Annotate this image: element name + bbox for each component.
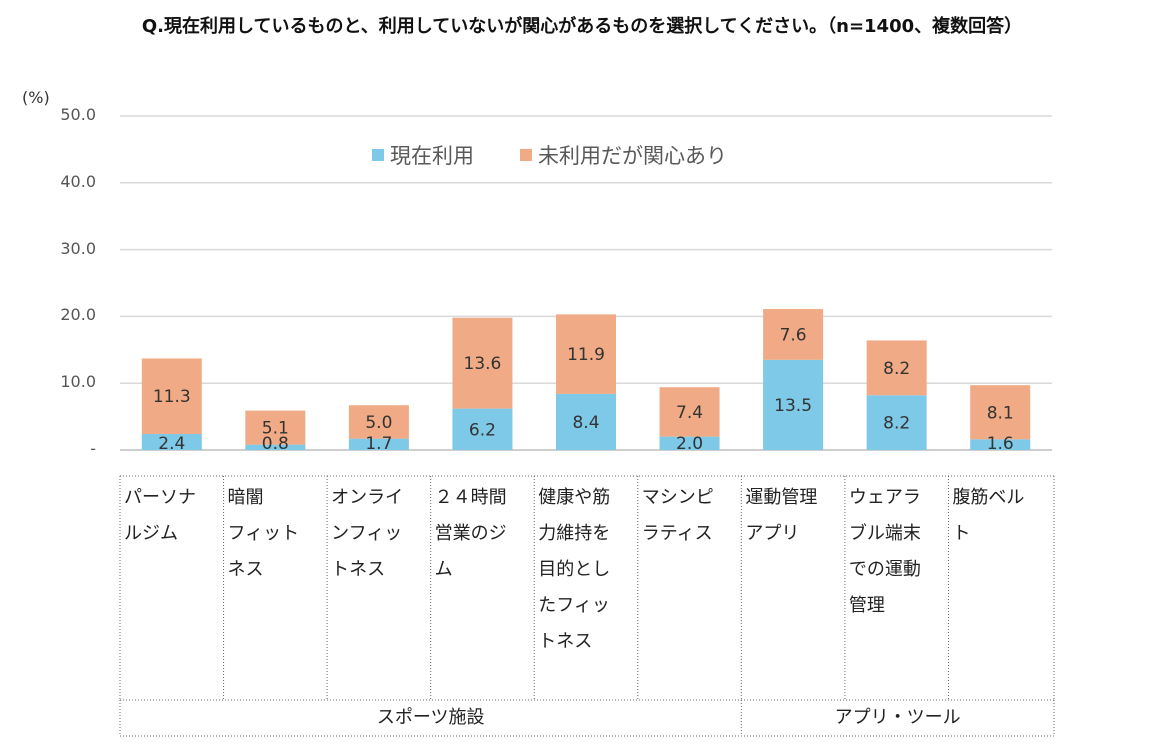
- bar-interested: [556, 314, 616, 394]
- category-label: 健康や筋力維持を目的としたフィットネス: [538, 480, 632, 690]
- bar-interested: [245, 410, 306, 445]
- data-label-current: 0.8: [262, 434, 289, 454]
- category-label-line: 腹筋ベル: [952, 487, 1025, 508]
- legend-swatch-interested: [520, 149, 532, 161]
- category-label-line: 力維持を: [538, 523, 611, 544]
- bar-interested: [763, 309, 824, 360]
- category-table: [119, 475, 1055, 737]
- bar-interested: [348, 405, 409, 439]
- category-label-line: 管理: [848, 595, 885, 616]
- bar-current: [245, 444, 306, 450]
- category-label: オンラインフィットネス: [331, 480, 425, 690]
- bar-current: [348, 438, 409, 450]
- category-label-line: 健康や筋: [538, 487, 611, 508]
- category-label-line: ネス: [227, 559, 264, 580]
- y-tick-label: -: [90, 439, 96, 458]
- y-axis-unit-label: (%): [22, 88, 50, 107]
- data-label-current: 6.2: [469, 420, 496, 440]
- category-label-line: オンライ: [331, 487, 404, 508]
- data-label-current: 2.4: [158, 434, 185, 454]
- group-label: アプリ・ツール: [834, 707, 961, 728]
- bar-current: [452, 408, 513, 450]
- category-label-line: での運動: [848, 559, 921, 580]
- data-label-interested: 11.3: [153, 387, 191, 407]
- y-tick-label: 30.0: [60, 238, 96, 258]
- category-label-line: ウェアラ: [848, 487, 921, 508]
- category-label-line: マシンピ: [641, 487, 714, 508]
- legend-label-interested: 未利用だが関心あり: [538, 144, 727, 168]
- y-tick-label: 10.0: [60, 372, 96, 392]
- category-label-line: パーソナ: [124, 487, 196, 508]
- data-label-interested: 8.2: [883, 359, 910, 379]
- bar-current: [763, 359, 824, 450]
- bar-interested: [659, 387, 720, 437]
- category-label-line: トネス: [538, 631, 593, 652]
- category-label-line: フィット: [227, 523, 300, 544]
- chart-title: Q.現在利用しているものと、利用していないが関心があるものを選択してください。（…: [141, 16, 1023, 37]
- bar-interested: [970, 385, 1031, 440]
- bar-current: [970, 439, 1031, 450]
- data-label-interested: 11.9: [567, 345, 605, 365]
- data-label-current: 8.4: [572, 413, 599, 433]
- bar-current: [141, 433, 202, 450]
- data-label-interested: 13.6: [464, 354, 502, 374]
- data-label-current: 13.5: [774, 396, 812, 416]
- category-label-line: ブル端末: [848, 523, 921, 544]
- bar-current: [556, 393, 616, 450]
- category-label-line: トネス: [331, 559, 386, 580]
- legend-item-current: 現在利用: [372, 140, 474, 170]
- group-label: スポーツ施設: [376, 707, 485, 728]
- category-label-line: 目的とし: [538, 559, 611, 580]
- data-label-current: 2.0: [676, 434, 703, 454]
- category-label-line: ト: [952, 523, 971, 544]
- category-label-line: ２４時間: [434, 487, 507, 508]
- data-label-current: 1.7: [365, 434, 392, 454]
- data-label-interested: 8.1: [987, 403, 1014, 423]
- data-label-interested: 5.1: [262, 419, 289, 439]
- category-label-line: ルジム: [124, 523, 178, 544]
- bar-current: [659, 436, 720, 450]
- y-tick-label: 40.0: [60, 171, 96, 191]
- category-label: ウェアラブル端末での運動管理: [849, 480, 943, 690]
- category-label: 暗闇 フィット ネス: [228, 480, 322, 690]
- category-label-line: 営業のジ: [434, 523, 507, 544]
- category-label-line: たフィッ: [538, 595, 610, 616]
- category-label-line: アプリ: [745, 523, 800, 544]
- bar-interested: [452, 317, 513, 409]
- bar-interested: [141, 358, 202, 434]
- legend-item-interested: 未利用だが関心あり: [520, 140, 727, 170]
- y-tick-label: 50.0: [60, 105, 96, 124]
- y-tick-label: 20.0: [60, 305, 96, 325]
- category-label-line: ラティス: [641, 523, 713, 544]
- category-label: マシンピ ラティス: [642, 480, 736, 690]
- data-label-current: 1.6: [987, 434, 1014, 454]
- data-label-interested: 7.6: [780, 325, 807, 345]
- category-label-line: ム: [434, 559, 453, 580]
- category-label-line: 暗闇: [227, 487, 264, 508]
- data-label-current: 8.2: [883, 414, 910, 434]
- bars: 2.4 11.3 0.85.1 1.75.0 6.2 13.6 8.4 11.9 2.0 7.4 1…: [141, 309, 1031, 454]
- category-label: パーソナ ルジム: [124, 480, 218, 690]
- legend-label-current: 現在利用: [390, 144, 474, 168]
- category-label: 運動管理 アプリ: [745, 480, 839, 690]
- bar-interested: [866, 340, 927, 396]
- category-label-line: ンフィッ: [331, 523, 403, 544]
- data-label-interested: 7.4: [676, 403, 703, 423]
- legend-swatch-current: [372, 149, 384, 161]
- category-label: ２４時間営業のジム: [435, 480, 529, 690]
- bar-current: [866, 395, 927, 450]
- category-label: 腹筋ベルト: [952, 480, 1046, 690]
- data-label-interested: 5.0: [365, 413, 392, 433]
- category-label-line: 運動管理: [745, 487, 818, 508]
